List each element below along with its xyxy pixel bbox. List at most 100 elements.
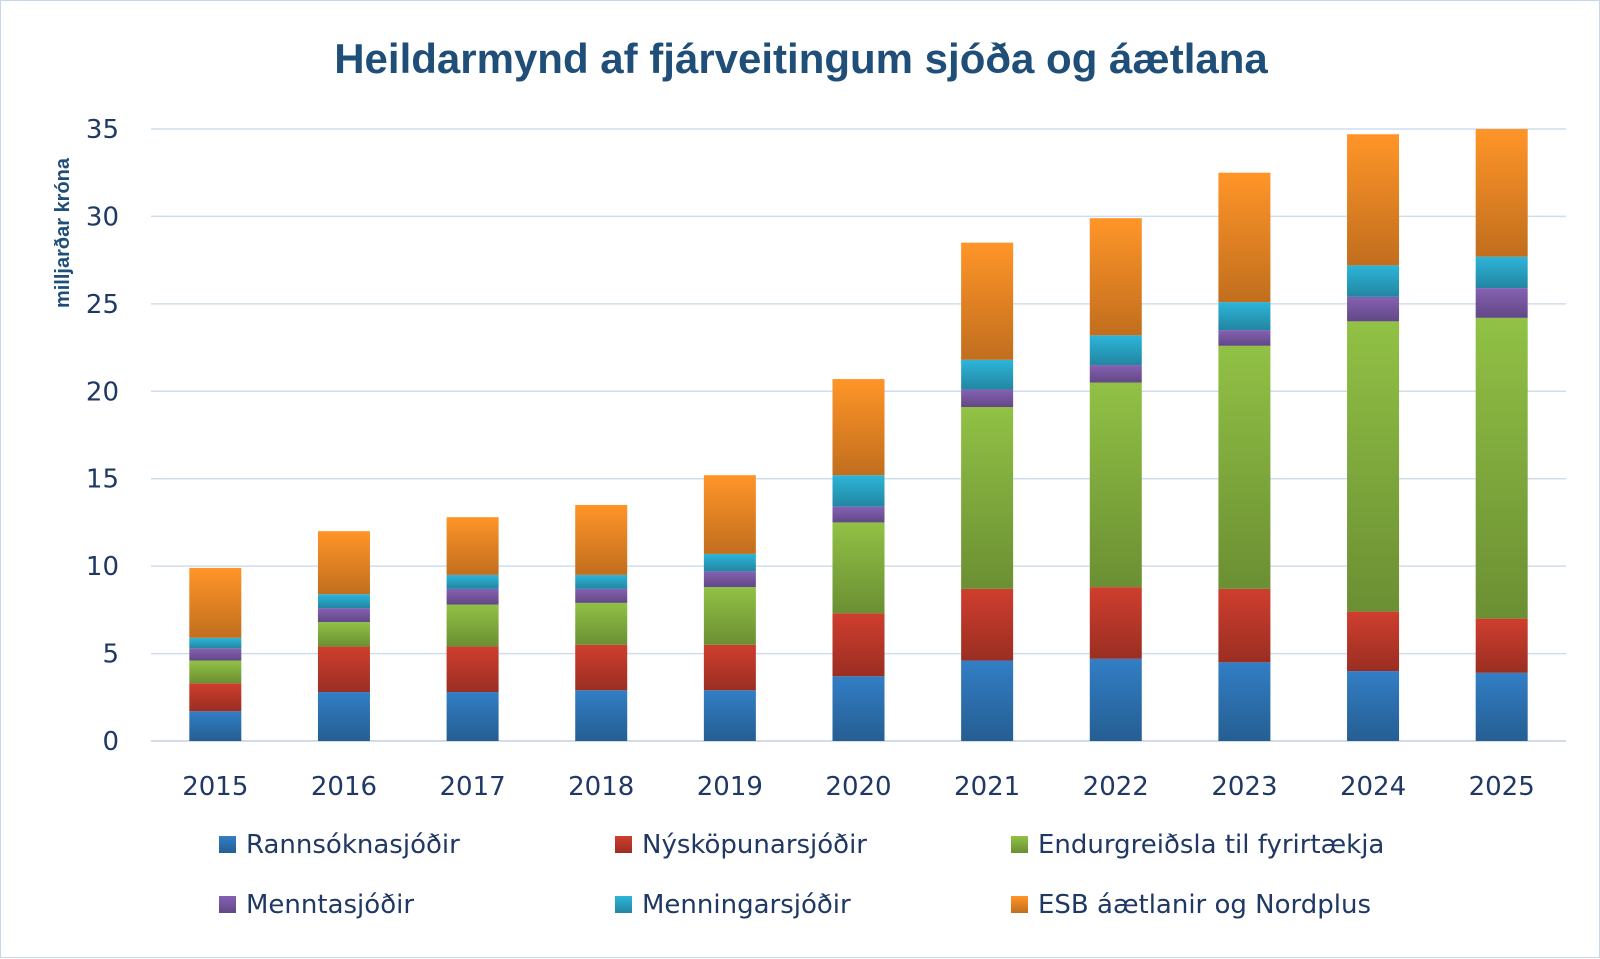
x-tick-label: 2021: [954, 772, 1020, 802]
legend-swatch: [219, 836, 236, 853]
bar-segment: [575, 602, 628, 645]
legend-label: Nýsköpunarsjóðir: [642, 830, 867, 860]
y-tick-label: 5: [102, 640, 119, 670]
bar-segment: [446, 574, 499, 589]
bar-segment: [575, 588, 628, 603]
legend-item: Menningarsjóðir: [615, 890, 851, 920]
bar-segment: [961, 660, 1014, 741]
bar-segment: [446, 646, 499, 693]
bar-segment: [317, 646, 370, 693]
bar-segment: [1218, 345, 1271, 589]
bar-segment: [832, 522, 885, 614]
bar-segment: [446, 517, 499, 575]
bar-segment: [1218, 588, 1271, 663]
bar-segment: [1347, 296, 1400, 322]
bar-segment: [1089, 218, 1142, 336]
bar-segment: [832, 676, 885, 741]
bar-segment: [703, 587, 756, 645]
legend-item: ESB áætlanir og Nordplus: [1011, 890, 1371, 920]
bar-segment: [189, 683, 242, 712]
bar-segment: [1089, 382, 1142, 588]
legend-swatch: [1011, 896, 1028, 913]
x-tick-label: 2023: [1211, 772, 1277, 802]
x-tick-label: 2018: [568, 772, 634, 802]
chart-title: Heildarmynd af fjárveitingum sjóða og áæ…: [334, 35, 1268, 82]
bar-segment: [1475, 618, 1528, 673]
legend-swatch: [219, 896, 236, 913]
bar-segment: [446, 604, 499, 647]
bar-segment: [703, 475, 756, 554]
bar-segment: [1475, 288, 1528, 318]
bar-segment: [961, 359, 1014, 390]
bar-segment: [575, 504, 628, 575]
x-tick-label: 2017: [440, 772, 506, 802]
bar-segment: [1089, 658, 1142, 741]
bar-segment: [317, 594, 370, 609]
bar-segment: [317, 531, 370, 595]
x-axis-ticks: 2015 2016 2017 2018 2019 2020 2021 2022 2023 2024…: [182, 772, 1535, 802]
bar-segment: [1475, 317, 1528, 619]
legend-item: Menntasjóðir: [219, 890, 414, 920]
bar-segment: [832, 379, 885, 476]
bar-segment: [189, 711, 242, 741]
bar-segment: [703, 690, 756, 741]
bar-segment: [961, 588, 1014, 661]
x-tick-label: 2022: [1083, 772, 1149, 802]
bar-segment: [446, 588, 499, 605]
legend-swatch: [615, 836, 632, 853]
bar-segment: [317, 622, 370, 647]
bar-segment: [832, 506, 885, 523]
bar-segment: [961, 389, 1014, 408]
bar-segment: [189, 637, 242, 649]
legend-label: Menningarsjóðir: [642, 890, 851, 920]
x-tick-label: 2019: [697, 772, 763, 802]
legend-item: Rannsóknasjóðir: [219, 830, 460, 860]
legend-label: Menntasjóðir: [246, 890, 414, 920]
bar-segment: [1089, 365, 1142, 383]
y-axis-ticks: 0 5 10 15 20 25 30 35: [86, 115, 119, 757]
bar-segment: [1218, 302, 1271, 331]
x-tick-label: 2025: [1469, 772, 1535, 802]
bar-segment: [575, 644, 628, 691]
bar-segment: [1089, 335, 1142, 366]
legend-swatch: [1011, 836, 1028, 853]
x-tick-label: 2024: [1340, 772, 1406, 802]
bar-segment: [1347, 611, 1400, 672]
bar-segment: [1218, 330, 1271, 346]
bar-segment: [575, 690, 628, 741]
bar-segment: [446, 692, 499, 741]
bar-segment: [703, 644, 756, 691]
y-tick-label: 10: [86, 552, 119, 582]
legend-label: Rannsóknasjóðir: [246, 830, 460, 860]
bar-segment: [1347, 265, 1400, 297]
bar-segment: [575, 574, 628, 589]
x-tick-label: 2016: [311, 772, 377, 802]
bar-segment: [1218, 172, 1271, 303]
bar-segment: [703, 553, 756, 572]
y-tick-label: 35: [86, 115, 119, 145]
legend: Rannsóknasjóðir Nýsköpunarsjóðir Endurgrei…: [219, 830, 1384, 920]
bar-segment: [1475, 672, 1528, 741]
bar-segment: [1475, 256, 1528, 289]
legend-label: Endurgreiðsla til fyrirtækja: [1038, 830, 1384, 860]
y-tick-label: 30: [86, 202, 119, 232]
y-tick-label: 20: [86, 377, 119, 407]
bar-segment: [1089, 587, 1142, 659]
x-tick-label: 2015: [182, 772, 248, 802]
bar-segment: [1475, 129, 1528, 257]
bar-segment: [317, 608, 370, 623]
legend-item: Endurgreiðsla til fyrirtækja: [1011, 830, 1384, 860]
bar-segment: [832, 475, 885, 507]
legend-label: ESB áætlanir og Nordplus: [1038, 890, 1371, 920]
bar-segment: [189, 648, 242, 661]
y-tick-label: 0: [102, 727, 119, 757]
bar-segment: [189, 660, 242, 684]
bar-segment: [832, 613, 885, 677]
bar-segment: [1218, 662, 1271, 741]
bar-segment: [1347, 134, 1400, 266]
y-tick-label: 25: [86, 290, 119, 320]
bar-segment: [189, 567, 242, 638]
bar-segment: [961, 242, 1014, 360]
